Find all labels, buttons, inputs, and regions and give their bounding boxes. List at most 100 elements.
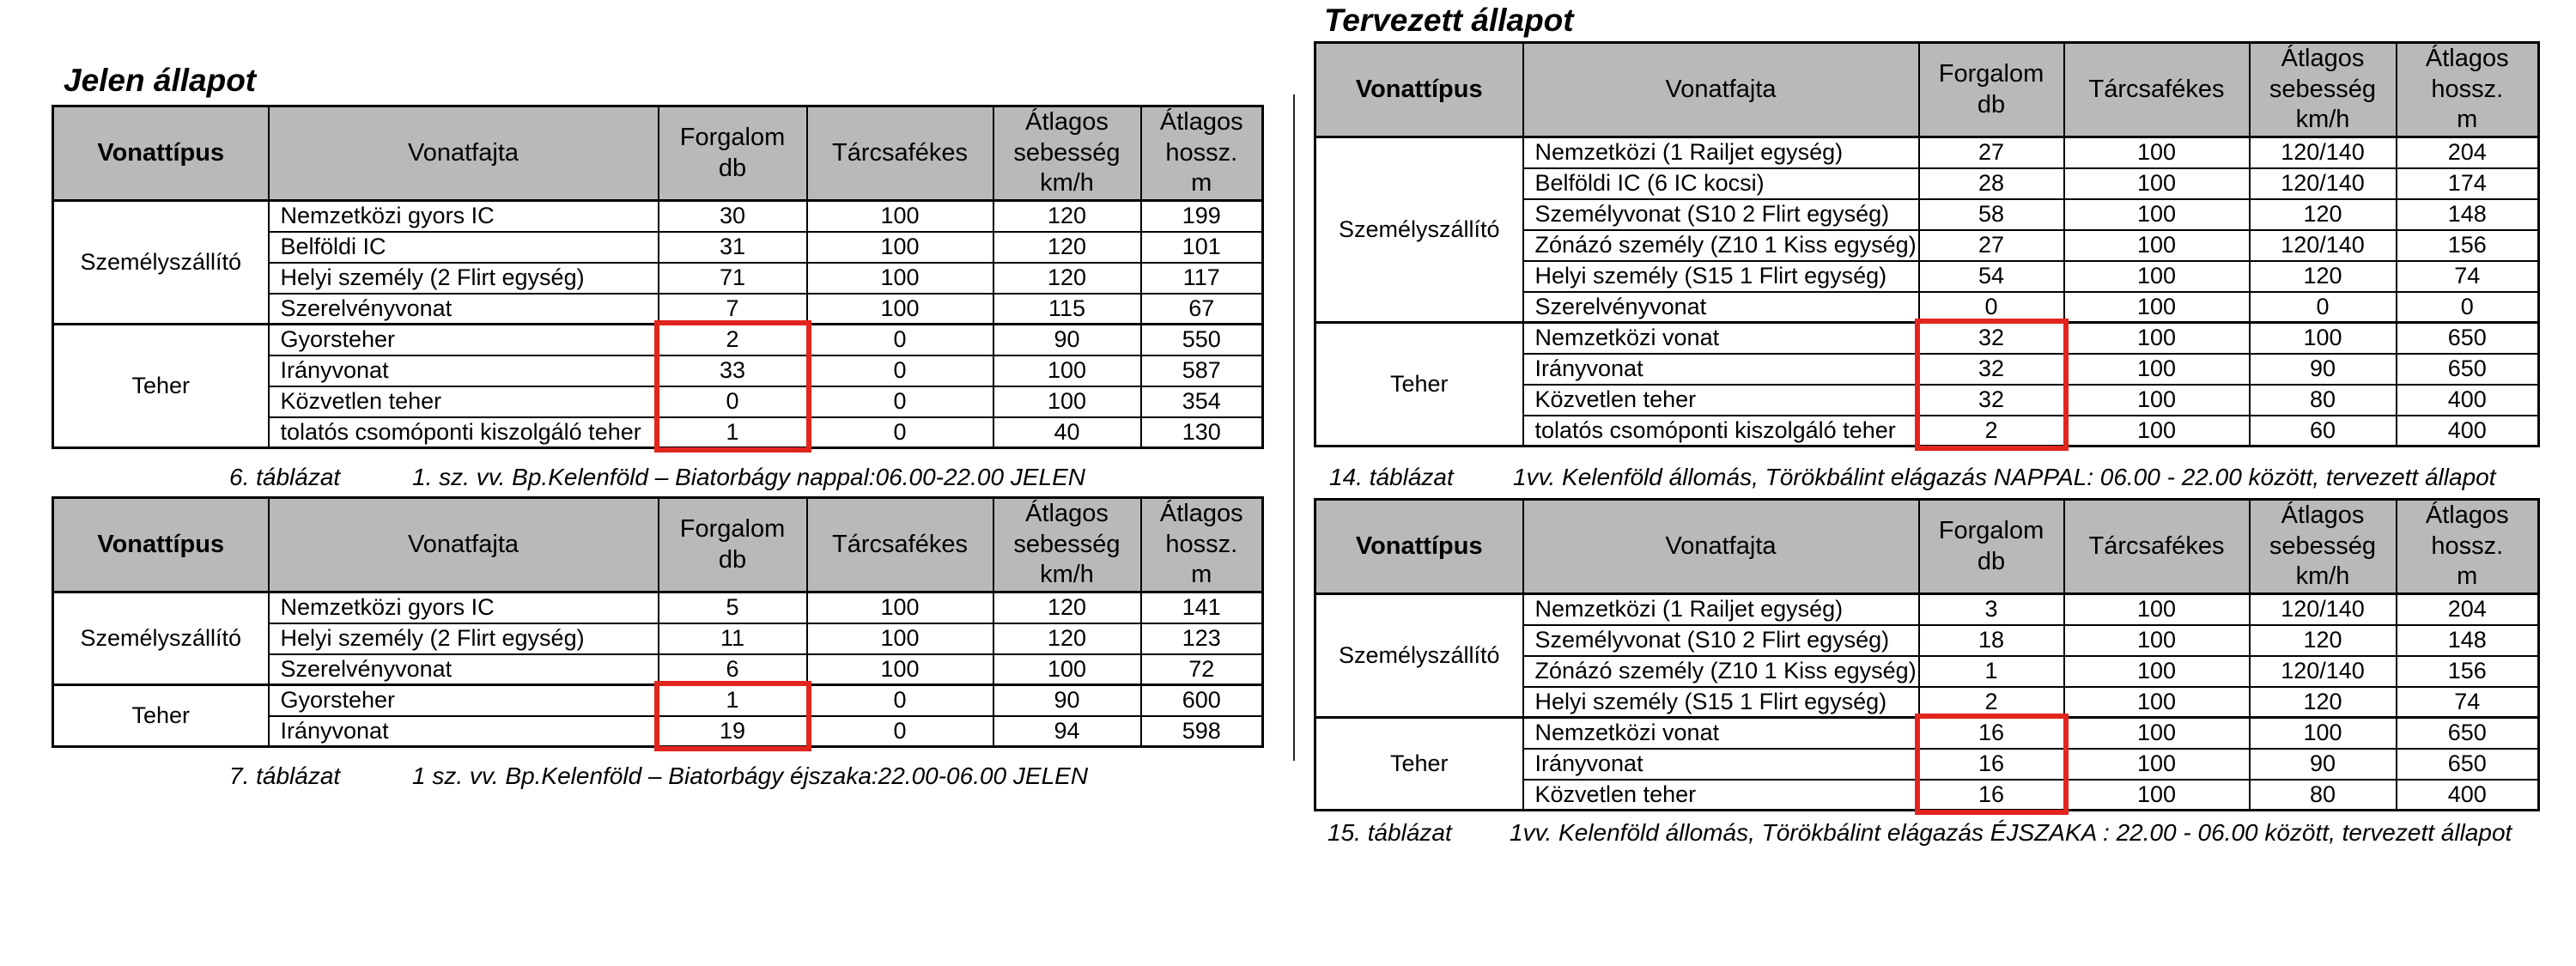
col-header-vonatfajta: Vonatfajta [267,105,659,202]
section-heading-jelen-allapot: Jelen állapot [64,63,257,98]
col-header-sebesseg: Átlagos sebesség km/h [2248,41,2397,138]
cell-tarcsafekes: 100 [2063,685,2251,719]
cell-tarcsafekes: 100 [2063,778,2251,811]
cell-vonattipus: Személyszállító [1314,592,1524,719]
col-header-hossz: Átlagos hossz. m [1139,496,1264,593]
cell-hossz: 174 [2395,167,2540,200]
cell-forgalom: 1 [1917,654,2065,688]
table-row: Irányvonat 19 0 94 598 [53,714,1264,748]
cell-forgalom: 2 [657,323,808,356]
cell-sebesseg: 120/140 [2248,167,2397,200]
caption-number: 14. táblázat [1329,464,1454,490]
cell-sebesseg: 120 [2248,623,2397,657]
cell-hossz: 130 [1139,416,1264,449]
col-header-vonattipus: Vonattípus [52,105,270,202]
cell-tarcsafekes: 100 [805,230,994,264]
table-row: Irányvonat 33 0 100 587 [53,354,1264,387]
table-row: Szerelvényvonat 7 100 115 67 [53,292,1264,325]
table-row: Helyi személy (2 Flirt egység) 71 100 120 11… [53,261,1264,295]
cell-vonatfajta: Közvetlen teher [1522,778,1920,811]
table-row: Irányvonat 32 100 90 650 [1315,352,2540,386]
cell-sebesseg: 90 [2248,747,2397,781]
table-row: Teher Nemzetközi vonat 32 100 100 650 [1314,321,2540,447]
cell-sebesseg: 100 [2248,321,2397,355]
cell-hossz: 204 [2395,136,2540,169]
col-header-hossz: Átlagos hossz. m [1139,105,1264,202]
cell-vonatfajta: Nemzetközi vonat [1522,716,1920,750]
cell-vonatfajta: Irányvonat [1522,352,1920,386]
cell-vonatfajta: Belföldi IC (6 IC kocsi) [1522,167,1920,200]
table-row: Teher Nemzetközi vonat 16 100 100 650 [1314,716,2540,811]
cell-sebesseg: 90 [992,683,1142,717]
cell-forgalom: 2 [1917,685,2065,719]
table-row: Személyszállító Nemzetközi gyors IC 30 100 1… [52,199,1264,325]
caption-number: 7. táblázat [229,762,341,789]
cell-tarcsafekes: 100 [2063,747,2251,781]
cell-forgalom: 1 [657,683,808,717]
table-15-caption: 15. táblázat 1vv. Kelenföld állomás, Tör… [1314,819,2537,854]
header-row: Vonattípus Vonatfajta Forgalom db Tárcsafék… [1314,41,2540,138]
data-table: Vonattípus Vonatfajta Forgalom db Tárcsafék… [1314,41,2540,447]
cell-tarcsafekes: 100 [2063,716,2251,750]
table-row: Belföldi IC (6 IC kocsi) 28 100 120/140 174 [1315,167,2540,200]
cell-hossz: 148 [2395,197,2540,231]
table-header: Vonattípus Vonatfajta Forgalom db Tárcsafék… [1314,41,2540,138]
cell-hossz: 123 [1139,622,1264,655]
table-row: Teher Gyorsteher 1 0 90 600 [52,683,1264,748]
table-body: Személyszállító Nemzetközi (1 Railjet egy… [1314,592,2540,811]
cell-hossz: 400 [2395,414,2540,447]
cell-sebesseg: 100 [992,385,1142,418]
cell-forgalom: 18 [1917,623,2065,657]
cell-hossz: 354 [1139,385,1264,418]
cell-sebesseg: 0 [2248,290,2397,324]
col-header-tarcsafekes: Tárcsafékes [2063,498,2251,595]
table-row: Helyi személy (S15 1 Flirt egység) 2 100 12… [1315,685,2540,719]
cell-tarcsafekes: 100 [2063,414,2251,447]
cell-sebesseg: 100 [992,354,1142,387]
cell-forgalom: 16 [1917,716,2065,750]
cell-tarcsafekes: 100 [2063,136,2251,169]
table-7-jelen-ejszaka: Vonattípus Vonatfajta Forgalom db Tárcsafék… [52,496,1264,748]
table-7-caption: 7. táblázat 1 sz. vv. Bp.Kelenföld – Bia… [52,762,1262,797]
col-header-forgalom: Forgalom db [657,496,808,593]
cell-hossz: 141 [1139,591,1264,624]
cell-tarcsafekes: 100 [2063,167,2251,200]
cell-sebesseg: 120 [2248,197,2397,231]
cell-tarcsafekes: 100 [805,199,994,233]
cell-tarcsafekes: 100 [2063,592,2251,626]
cell-tarcsafekes: 0 [805,323,994,356]
section-heading-tervezett-allapot: Tervezett állapot [1324,3,1574,38]
cell-forgalom: 11 [657,622,808,655]
col-header-vonattipus: Vonattípus [1314,41,1524,138]
col-header-hossz: Átlagos hossz. m [2395,498,2540,595]
table-row: Helyi személy (S15 1 Flirt egység) 54 100 1… [1315,259,2540,293]
table-row: Szerelvényvonat 6 100 100 72 [53,653,1264,686]
cell-sebesseg: 120 [992,261,1142,295]
cell-tarcsafekes: 100 [805,292,994,325]
col-header-vonattipus: Vonattípus [52,496,270,593]
cell-sebesseg: 90 [2248,352,2397,386]
table-row: Zónázó személy (Z10 1 Kiss egység) 1 100 12… [1315,654,2540,688]
data-table: Vonattípus Vonatfajta Forgalom db Tárcsafék… [1314,498,2540,811]
cell-hossz: 650 [2395,321,2540,355]
cell-tarcsafekes: 0 [805,683,994,717]
cell-sebesseg: 115 [992,292,1142,325]
cell-vonattipus: Személyszállító [52,199,270,325]
cell-vonatfajta: Helyi személy (2 Flirt egység) [267,622,659,655]
cell-sebesseg: 94 [992,714,1142,748]
cell-tarcsafekes: 100 [2063,259,2251,293]
cell-forgalom: 32 [1917,383,2065,416]
cell-tarcsafekes: 100 [2063,290,2251,324]
cell-hossz: 550 [1139,323,1264,356]
table-row: Közvetlen teher 32 100 80 400 [1315,383,2540,416]
cell-sebesseg: 120 [992,622,1142,655]
cell-hossz: 101 [1139,230,1264,264]
cell-sebesseg: 120/140 [2248,654,2397,688]
cell-vonatfajta: Irányvonat [267,354,659,387]
table-body: Személyszállító Nemzetközi gyors IC 30 100 1… [52,199,1264,449]
col-header-tarcsafekes: Tárcsafékes [2063,41,2251,138]
cell-vonatfajta: tolatós csomóponti kiszolgáló teher [267,416,659,449]
table-14-caption: 14. táblázat 1vv. Kelenföld állomás, Tör… [1314,464,2537,498]
cell-hossz: 156 [2395,654,2540,688]
cell-vonatfajta: Irányvonat [1522,747,1920,781]
